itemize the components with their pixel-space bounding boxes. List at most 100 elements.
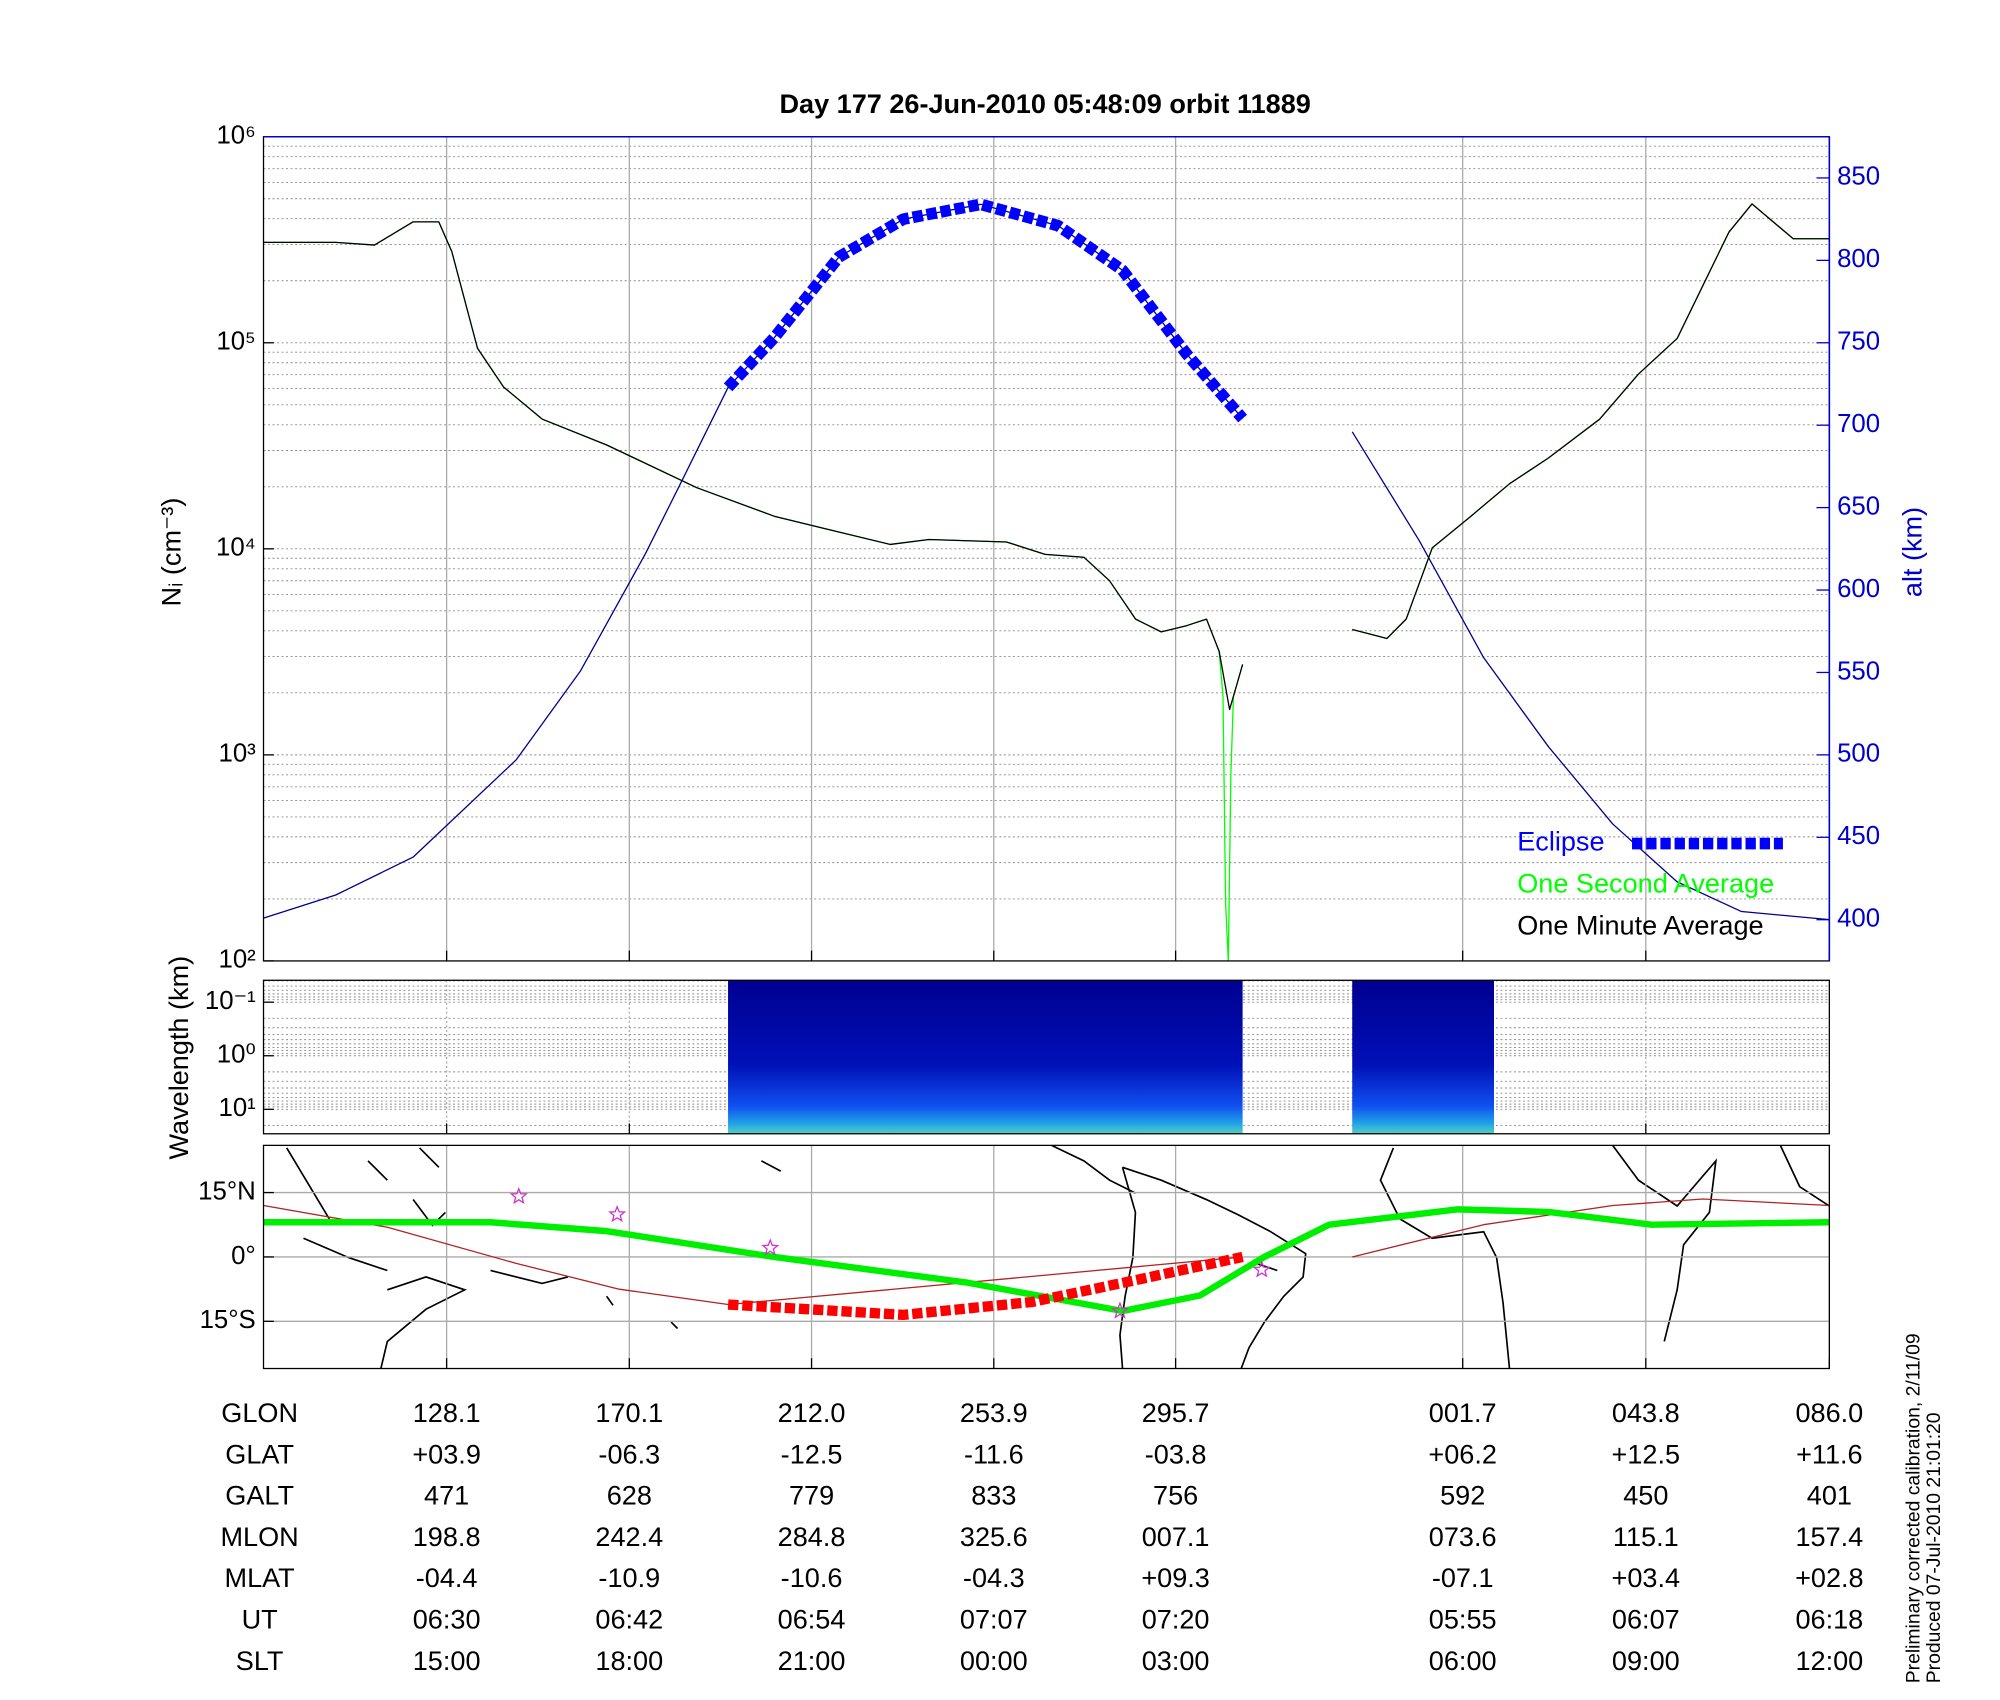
table-cell: 15:00 [413, 1645, 481, 1676]
table-cell: +02.8 [1795, 1562, 1864, 1593]
table-cell: 157.4 [1795, 1521, 1863, 1552]
table-cell: 401 [1807, 1480, 1852, 1511]
table-cell: 06:54 [778, 1603, 846, 1634]
table-cell: 198.8 [413, 1521, 481, 1552]
table-cell: 21:00 [778, 1645, 846, 1676]
y-tick-label: 10⁶ [216, 122, 255, 150]
table-cell: 779 [789, 1480, 834, 1511]
table-cell: -04.3 [963, 1562, 1025, 1593]
table-cell: 128.1 [413, 1397, 481, 1428]
table-cell: +03.4 [1612, 1562, 1681, 1593]
y2-tick-label: 850 [1837, 163, 1880, 191]
table-cell: 115.1 [1613, 1521, 1679, 1552]
table-cell: 03:00 [1142, 1645, 1210, 1676]
table-cell: 043.8 [1612, 1397, 1680, 1428]
y-tick-label: 0° [231, 1242, 256, 1270]
table-cell: 170.1 [595, 1397, 663, 1428]
table-cell: -10.9 [598, 1562, 660, 1593]
coastline [1379, 1147, 1511, 1369]
table-cell: +09.3 [1141, 1562, 1210, 1593]
table-cell: 09:00 [1612, 1645, 1680, 1676]
plot-frame [262, 979, 1831, 1135]
table-cell: 06:42 [595, 1603, 663, 1634]
y2-tick-label: 650 [1837, 492, 1880, 520]
table-cell: 073.6 [1429, 1521, 1497, 1552]
star-marker [761, 1238, 780, 1256]
table-cell: 001.7 [1429, 1397, 1497, 1428]
y-tick-label: 10¹ [219, 1094, 257, 1122]
table-cell: 212.0 [778, 1397, 846, 1428]
table-cell: 284.8 [778, 1521, 846, 1552]
table-cell: 833 [971, 1480, 1016, 1511]
star-marker [1110, 1301, 1129, 1319]
y2-tick-label: 750 [1837, 328, 1880, 356]
table-cell: 086.0 [1795, 1397, 1863, 1428]
grid [263, 136, 1831, 962]
coastline [1611, 1145, 1718, 1342]
track-line [727, 1251, 1244, 1321]
table-cell: 253.9 [960, 1397, 1028, 1428]
data-line [263, 203, 1830, 711]
y2-tick-label: 700 [1837, 410, 1880, 438]
y-tick-label: 10² [219, 946, 257, 974]
spectrogram-block [1352, 980, 1495, 1134]
table-cell: 471 [424, 1480, 469, 1511]
table-cell: 18:00 [595, 1645, 663, 1676]
table-cell: -12.5 [781, 1438, 843, 1469]
y-tick-label: 10⁻¹ [205, 987, 256, 1015]
table-cell: 06:00 [1429, 1645, 1497, 1676]
table-cell: 06:18 [1795, 1603, 1863, 1634]
table-cell: 07:20 [1142, 1603, 1210, 1634]
table-cell: -04.4 [416, 1562, 478, 1593]
row-label: UT [242, 1603, 278, 1634]
row-label: GLON [221, 1397, 298, 1428]
row-label: MLAT [225, 1562, 295, 1593]
table-cell: -07.1 [1432, 1562, 1494, 1593]
spectrogram-block [728, 980, 1243, 1134]
table-cell: 06:07 [1612, 1603, 1680, 1634]
table-cell: -06.3 [598, 1438, 660, 1469]
row-label: SLT [236, 1645, 284, 1676]
y2-tick-label: 550 [1837, 657, 1880, 685]
eclipse-line [723, 198, 1248, 423]
table-cell: 295.7 [1142, 1397, 1210, 1428]
star-marker [509, 1186, 528, 1205]
legend-label: One Minute Average [1517, 910, 1763, 941]
table-cell: 756 [1153, 1480, 1198, 1511]
y-tick-label: 10⁰ [217, 1041, 256, 1069]
y2-tick-label: 450 [1837, 822, 1880, 850]
row-label: GALT [225, 1480, 294, 1511]
legend-label: One Second Average [1517, 868, 1774, 899]
table-cell: -10.6 [781, 1562, 843, 1593]
y2-tick-label: 500 [1837, 740, 1880, 768]
y-axis-label: Wavelength (km) [163, 956, 194, 1160]
table-cell: 06:30 [413, 1603, 481, 1634]
y2-axis-label: alt (km) [1897, 507, 1928, 597]
row-label: GLAT [225, 1438, 294, 1469]
table-cell: 450 [1623, 1480, 1668, 1511]
y2-tick-label: 400 [1837, 905, 1880, 933]
y-tick-label: 10³ [219, 740, 257, 768]
coastline [1779, 1145, 1830, 1207]
y-tick-label: 10⁴ [216, 534, 256, 562]
y-tick-label: 10⁵ [216, 328, 255, 356]
table-cell: 007.1 [1142, 1521, 1210, 1552]
table-cell: -11.6 [964, 1438, 1024, 1469]
legend-label: Eclipse [1517, 826, 1604, 857]
y-tick-label: 15°S [200, 1306, 256, 1334]
table-cell: 628 [607, 1480, 652, 1511]
footnote: Preliminary corrected calibration, 2/11/… [1903, 1333, 1925, 1683]
footnote: Produced 07-Jul-2010 21:01:20 [1923, 1412, 1945, 1683]
row-label: MLON [221, 1521, 299, 1552]
table-cell: 00:00 [960, 1645, 1028, 1676]
table-cell: +06.2 [1428, 1438, 1497, 1469]
table-cell: 05:55 [1429, 1603, 1497, 1634]
table-cell: 592 [1440, 1480, 1485, 1511]
chart-title: Day 177 26-Jun-2010 05:48:09 orbit 11889 [779, 88, 1310, 119]
track-line [263, 1206, 1830, 1315]
plot-frame [262, 1144, 1831, 1370]
star-marker [1252, 1260, 1271, 1278]
